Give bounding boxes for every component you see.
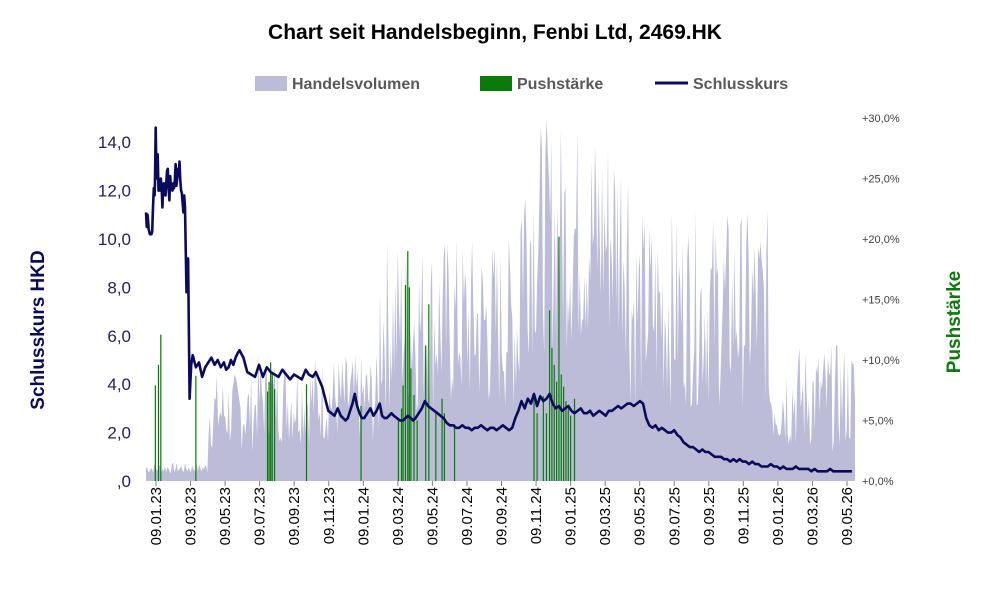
legend: Handelsvolumen Pushstärke Schlusskurs bbox=[255, 76, 788, 93]
legend-swatch-push bbox=[480, 76, 512, 91]
y-tick-label-left: 4,0 bbox=[107, 375, 131, 394]
y-tick-label-right: +5,0% bbox=[862, 416, 894, 428]
close-line bbox=[144, 126, 852, 473]
x-tick-label: 09.01.24 bbox=[355, 487, 372, 545]
y-tick-label-right: +0,0% bbox=[862, 476, 894, 488]
x-tick-label: 09.05.24 bbox=[424, 487, 441, 545]
y-tick-label-left: ,0 bbox=[117, 472, 131, 491]
y-tick-label-left: 2,0 bbox=[107, 424, 131, 443]
y-axis-left: ,0 2,0 4,0 6,0 8,0 10,0 12,0 14,0 bbox=[98, 133, 131, 491]
x-tick-label: 09.03.25 bbox=[597, 487, 614, 545]
y-tick-label-left: 6,0 bbox=[107, 327, 131, 346]
x-axis: 09.01.23 09.03.23 09.05.23 09.07.23 09.09.23… bbox=[148, 481, 856, 545]
chart-title: Chart seit Handelsbeginn, Fenbi Ltd, 246… bbox=[268, 21, 722, 44]
x-tick-label: 09.09.23 bbox=[286, 487, 303, 545]
y-tick-label-left: 10,0 bbox=[98, 230, 131, 249]
x-tick-label: 09.09.24 bbox=[494, 487, 511, 545]
x-tick-label: 09.07.24 bbox=[459, 487, 476, 545]
x-tick-label: 09.05.25 bbox=[632, 487, 649, 545]
x-tick-label: 09.03.24 bbox=[390, 487, 407, 545]
volume-area bbox=[146, 119, 855, 481]
legend-swatch-volume bbox=[255, 76, 287, 91]
x-tick-label: 09.05.26 bbox=[839, 487, 856, 545]
y-tick-label-right: +20,0% bbox=[862, 234, 900, 246]
x-tick-label: 09.03.23 bbox=[183, 487, 200, 545]
legend-label-volume: Handelsvolumen bbox=[292, 76, 420, 93]
y-tick-label-left: 12,0 bbox=[98, 182, 131, 201]
legend-label-push: Pushstärke bbox=[517, 76, 603, 93]
x-tick-label: 09.01.25 bbox=[563, 487, 580, 545]
volume-area-shape bbox=[146, 119, 855, 481]
close-line-path bbox=[144, 126, 852, 473]
y-axis-title-left: Schlusskurs HKD bbox=[28, 250, 49, 409]
y-tick-label-right: +10,0% bbox=[862, 355, 900, 367]
y-tick-label-right: +15,0% bbox=[862, 295, 900, 307]
x-tick-label: 09.05.23 bbox=[217, 487, 234, 545]
y-tick-label-left: 14,0 bbox=[98, 133, 131, 152]
y-tick-label-right: +25,0% bbox=[862, 174, 900, 186]
x-tick-label: 09.07.25 bbox=[666, 487, 683, 545]
y-axis-right: +0,0% +5,0% +10,0% +15,0% +20,0% +25,0% +30,0% bbox=[862, 113, 900, 488]
legend-label-close: Schlusskurs bbox=[693, 76, 788, 93]
x-tick-label: 09.03.26 bbox=[804, 487, 821, 545]
y-tick-label-left: 8,0 bbox=[107, 278, 131, 297]
y-tick-label-right: +30,0% bbox=[862, 113, 900, 125]
x-tick-label: 09.11.24 bbox=[528, 487, 545, 544]
x-tick-label: 09.11.23 bbox=[321, 487, 338, 544]
x-tick-label: 09.11.25 bbox=[735, 487, 752, 544]
plot-area bbox=[144, 119, 855, 481]
x-tick-label: 09.07.23 bbox=[252, 487, 269, 545]
x-tick-label: 09.09.25 bbox=[701, 487, 718, 545]
x-tick-label: 09.01.23 bbox=[148, 487, 165, 545]
x-tick-label: 09.01.26 bbox=[770, 487, 787, 545]
y-axis-title-right: Pushstärke bbox=[944, 271, 965, 373]
